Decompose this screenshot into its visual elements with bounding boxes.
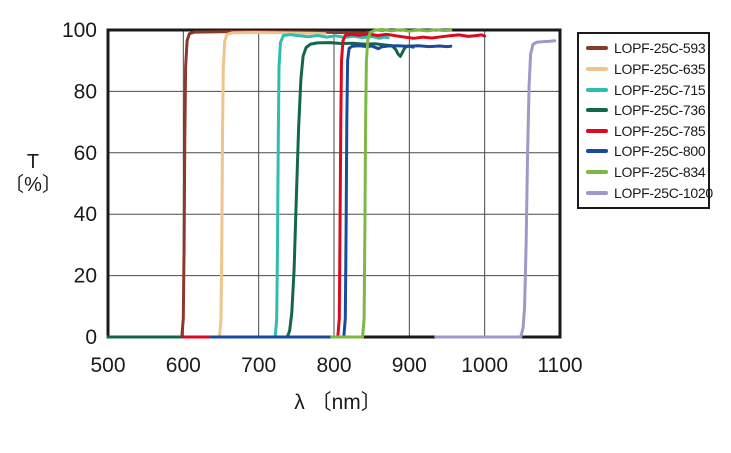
- y-axis-title-symbol: T: [27, 151, 39, 173]
- series-LOPF-25C-785: [181, 32, 487, 339]
- series-LOPF-25C-635: [106, 31, 327, 339]
- legend-swatch-icon: [586, 108, 608, 113]
- legend-swatch-icon: [586, 149, 608, 154]
- series-LOPF-25C-800: [209, 44, 453, 339]
- legend-item-LOPF-25C-800: LOPF-25C-800: [579, 142, 708, 160]
- legend-swatch-icon: [586, 190, 608, 195]
- legend-item-LOPF-25C-635: LOPF-25C-635: [579, 60, 708, 78]
- x-tick-label-700: 700: [241, 354, 276, 377]
- legend-label: LOPF-25C-715: [614, 81, 706, 98]
- legend-label: LOPF-25C-785: [614, 122, 706, 139]
- x-tick-label-900: 900: [392, 354, 427, 377]
- y-tick-label-60: 60: [74, 142, 97, 165]
- y-tick-label-20: 20: [74, 265, 97, 288]
- legend-swatch-icon: [586, 170, 608, 175]
- legend-item-LOPF-25C-715: LOPF-25C-715: [579, 81, 708, 99]
- legend-label: LOPF-25C-635: [614, 60, 706, 77]
- legend-item-LOPF-25C-593: LOPF-25C-593: [579, 39, 708, 57]
- legend-label: LOPF-25C-800: [614, 143, 706, 160]
- series-LOPF-25C-593: [106, 30, 370, 339]
- legend-swatch-icon: [586, 87, 608, 92]
- series-LOPF-25C-834: [330, 27, 453, 339]
- x-tick-label-1000: 1000: [461, 354, 508, 377]
- y-axis-title-unit: 〔%〕: [4, 173, 62, 196]
- legend-label: LOPF-25C-736: [614, 102, 706, 119]
- y-tick-label-40: 40: [74, 203, 97, 226]
- legend-label: LOPF-25C-1020: [614, 184, 713, 201]
- legend-swatch-icon: [586, 46, 608, 51]
- x-axis-title: λ 〔nm〕: [294, 391, 382, 414]
- legend-item-LOPF-25C-736: LOPF-25C-736: [579, 101, 708, 119]
- x-tick-label-1100: 1100: [537, 354, 582, 377]
- series-LOPF-25C-1020: [434, 39, 557, 339]
- legend-swatch-icon: [586, 128, 608, 133]
- y-tick-label-100: 100: [62, 19, 97, 42]
- y-tick-label-80: 80: [74, 80, 97, 103]
- legend-item-LOPF-25C-1020: LOPF-25C-1020: [579, 184, 713, 202]
- x-tick-label-600: 600: [166, 354, 201, 377]
- y-tick-label-0: 0: [85, 326, 97, 349]
- legend-label: LOPF-25C-834: [614, 164, 706, 181]
- legend-item-LOPF-25C-834: LOPF-25C-834: [579, 163, 708, 181]
- x-tick-label-500: 500: [90, 354, 125, 377]
- legend-item-LOPF-25C-785: LOPF-25C-785: [579, 122, 708, 140]
- x-tick-label-800: 800: [316, 354, 351, 377]
- legend: LOPF-25C-593 LOPF-25C-635 LOPF-25C-715 LOPF…: [577, 32, 713, 209]
- legend-swatch-icon: [586, 66, 608, 71]
- legend-label: LOPF-25C-593: [614, 40, 706, 57]
